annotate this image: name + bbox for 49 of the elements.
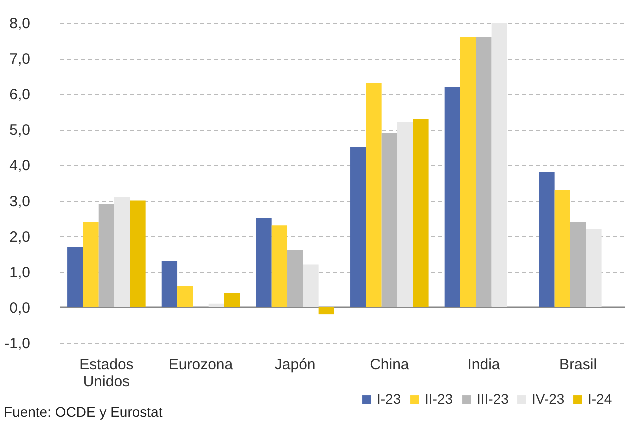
- bar: [256, 218, 272, 308]
- bar: [586, 229, 602, 308]
- bar: [554, 190, 570, 308]
- y-tick-label: 6,0: [10, 86, 30, 104]
- bar: [318, 307, 334, 315]
- y-tick-label: 5,0: [10, 122, 30, 140]
- legend-label: I-23: [377, 391, 402, 407]
- x-tick-label: Brasil: [560, 356, 598, 374]
- bar: [162, 261, 178, 308]
- x-tick-label: India: [468, 356, 501, 374]
- y-tick-label: 4,0: [10, 158, 30, 175]
- bar: [460, 37, 476, 308]
- bar: [476, 37, 492, 308]
- legend-label: II-23: [425, 391, 454, 407]
- source-note: Fuente: OCDE y Eurostat: [4, 404, 163, 420]
- bar: [114, 197, 130, 308]
- bar: [492, 23, 508, 308]
- y-tick-label: 1,0: [10, 264, 30, 282]
- x-tick-label: Estados Unidos: [80, 356, 134, 390]
- bar: [208, 304, 224, 308]
- bar: [288, 250, 304, 308]
- x-tick-label: Japón: [274, 356, 316, 374]
- x-tick-label: China: [370, 356, 410, 374]
- bar: [178, 286, 194, 308]
- bar: [570, 222, 586, 308]
- bar: [130, 200, 146, 308]
- bar: [539, 172, 555, 308]
- bar: [98, 204, 115, 308]
- bar: [224, 293, 240, 308]
- legend-label: I-24: [588, 391, 612, 407]
- y-tick-label: 3,0: [10, 193, 30, 210]
- y-tick-label: -1,0: [4, 336, 30, 352]
- bar: [366, 83, 382, 308]
- bar: [397, 122, 414, 308]
- bar: [350, 147, 366, 308]
- y-tick-label: 0,0: [10, 300, 30, 317]
- y-tick-label: 7,0: [10, 51, 30, 68]
- y-tick-label: 2,0: [10, 228, 30, 246]
- bar: [83, 222, 99, 308]
- bar: [382, 133, 398, 308]
- y-tick-label: 8,0: [10, 16, 30, 32]
- x-tick-label: Eurozona: [168, 356, 234, 374]
- bar: [444, 87, 460, 308]
- legend-label: III-23: [477, 391, 510, 407]
- bar: [303, 264, 319, 308]
- legend-label: IV-23: [532, 391, 565, 407]
- bar: [413, 119, 429, 308]
- bar: [272, 226, 288, 308]
- bar: [68, 247, 84, 308]
